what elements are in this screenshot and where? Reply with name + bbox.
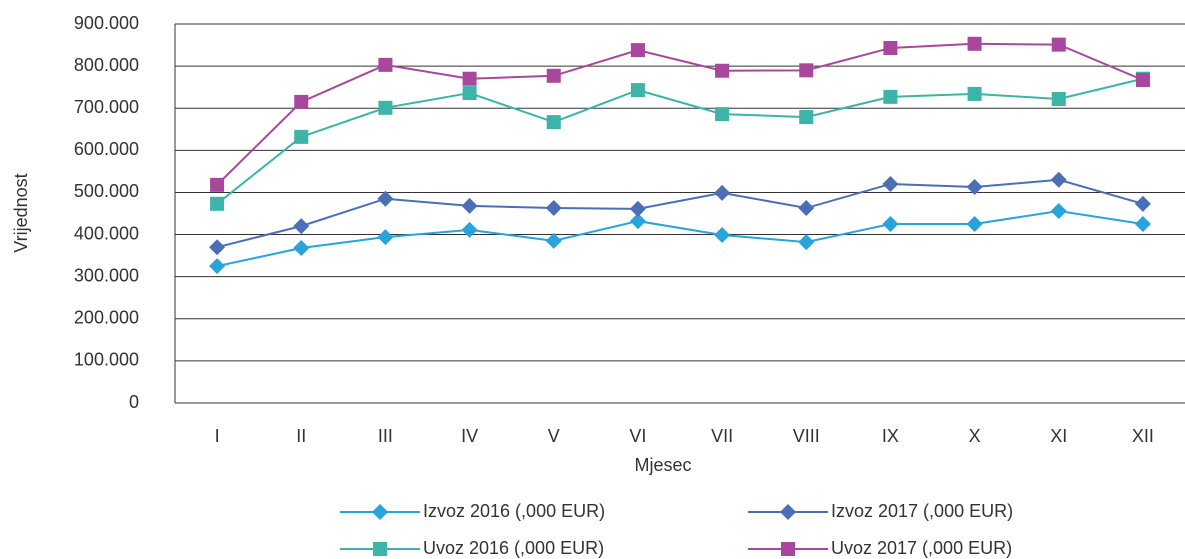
marker <box>294 129 309 144</box>
marker <box>545 232 562 249</box>
marker <box>546 115 561 130</box>
marker <box>462 86 477 101</box>
y-tick-label: 600.000 <box>74 139 139 159</box>
marker <box>209 239 226 256</box>
y-tick-label: 400.000 <box>74 223 139 243</box>
x-tick-label: VII <box>711 426 733 446</box>
marker <box>798 200 815 217</box>
marker <box>377 190 394 207</box>
x-tick-label: VIII <box>793 426 820 446</box>
legend-label: Izvoz 2017 (,000 EUR) <box>831 501 1013 521</box>
y-tick-label: 500.000 <box>74 181 139 201</box>
marker <box>715 63 730 78</box>
series-line <box>216 178 1144 249</box>
x-axis-title: Mjesec <box>634 455 691 475</box>
y-tick-label: 900.000 <box>74 13 139 33</box>
marker <box>967 86 982 101</box>
marker <box>781 542 795 556</box>
x-tick-label: V <box>548 426 560 446</box>
marker <box>629 200 646 217</box>
marker <box>546 68 561 83</box>
marker <box>462 71 477 86</box>
x-tick-label: I <box>215 426 220 446</box>
marker <box>461 221 478 238</box>
legend-label: Izvoz 2016 (,000 EUR) <box>423 501 605 521</box>
marker <box>378 57 393 72</box>
x-tick-label: IV <box>461 426 478 446</box>
marker <box>461 197 478 214</box>
y-tick-label: 800.000 <box>74 55 139 75</box>
marker <box>1050 202 1067 219</box>
marker <box>1051 91 1066 106</box>
marker <box>293 218 310 235</box>
y-tick-label: 700.000 <box>74 97 139 117</box>
x-tick-label: II <box>296 426 306 446</box>
x-tick-label: X <box>969 426 981 446</box>
y-tick-label: 100.000 <box>74 350 139 370</box>
x-tick-label: III <box>378 426 393 446</box>
marker <box>798 234 815 251</box>
y-tick-label: 300.000 <box>74 265 139 285</box>
x-tick-label: VI <box>629 426 646 446</box>
marker <box>294 94 309 109</box>
marker <box>209 258 226 275</box>
marker <box>210 196 225 211</box>
marker <box>882 216 899 233</box>
legend-label: Uvoz 2017 (,000 EUR) <box>831 538 1012 558</box>
marker <box>545 200 562 217</box>
marker <box>372 504 388 520</box>
marker <box>1134 216 1151 233</box>
y-tick-label: 200.000 <box>74 308 139 328</box>
y-axis-title: Vrijednost <box>11 173 31 252</box>
marker <box>966 178 983 195</box>
marker <box>966 216 983 233</box>
marker <box>1134 195 1151 212</box>
y-tick-label: 0 <box>129 392 139 412</box>
marker <box>630 43 645 58</box>
marker <box>378 100 393 115</box>
marker <box>883 89 898 104</box>
series-line <box>216 209 1144 268</box>
marker <box>377 229 394 246</box>
marker <box>630 83 645 98</box>
marker <box>799 63 814 78</box>
marker <box>629 213 646 230</box>
marker <box>1135 73 1150 88</box>
x-tick-label: IX <box>882 426 899 446</box>
marker <box>1051 37 1066 52</box>
x-tick-label: XII <box>1132 426 1154 446</box>
marker <box>373 542 387 556</box>
marker <box>882 176 899 193</box>
marker <box>780 504 796 520</box>
marker <box>210 177 225 192</box>
marker <box>967 36 982 51</box>
series-line <box>216 42 1144 186</box>
legend-label: Uvoz 2016 (,000 EUR) <box>423 538 604 558</box>
marker <box>715 107 730 122</box>
marker <box>799 110 814 125</box>
series-line <box>216 77 1144 205</box>
marker <box>714 184 731 201</box>
x-tick-label: XI <box>1050 426 1067 446</box>
marker <box>883 41 898 56</box>
marker <box>714 226 731 243</box>
marker <box>1050 171 1067 188</box>
marker <box>293 240 310 257</box>
